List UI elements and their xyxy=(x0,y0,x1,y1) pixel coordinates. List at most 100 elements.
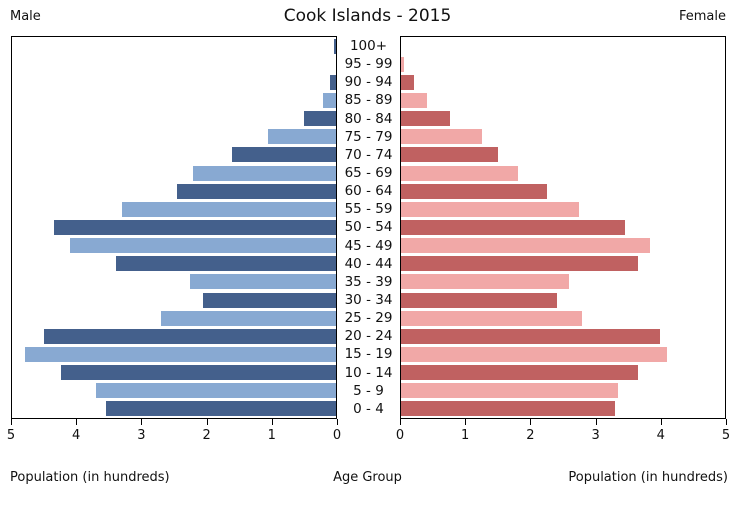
female-bar xyxy=(401,201,580,217)
age-group-label: 100+ xyxy=(349,38,388,54)
axis-tick-label: 2 xyxy=(526,428,535,443)
age-group-label: 10 - 14 xyxy=(344,364,393,381)
female-bar xyxy=(401,93,427,108)
male-bar xyxy=(115,256,336,272)
female-bar xyxy=(401,183,547,199)
male-bar xyxy=(323,93,336,108)
age-group-label: 5 - 9 xyxy=(353,382,384,399)
age-group-label: 15 - 19 xyxy=(344,346,393,363)
axis-tick-label: 0 xyxy=(332,428,342,443)
male-side-title: Male xyxy=(10,9,41,24)
age-group-label: 25 - 29 xyxy=(344,310,393,327)
female-bar xyxy=(401,365,638,381)
axis-tick xyxy=(76,419,78,425)
female-xaxis-label: Population (in hundreds) xyxy=(568,470,728,485)
female-bar xyxy=(401,310,583,326)
female-bar xyxy=(401,347,667,362)
axis-tick-label: 2 xyxy=(202,428,211,443)
axis-tick xyxy=(595,419,597,425)
male-bar xyxy=(122,201,336,217)
female-bar xyxy=(401,147,499,163)
female-bar xyxy=(401,56,405,72)
male-bar xyxy=(105,401,336,417)
male-bar xyxy=(177,183,336,199)
axis-tick-label: 3 xyxy=(137,428,146,443)
male-bar xyxy=(44,328,336,344)
age-group-label: 65 - 69 xyxy=(344,165,393,181)
axis-tick xyxy=(400,419,401,425)
chart-area: 100+ 95 - 99 90 - 94 85 - 89 80 - 84 75 - 79 7… xyxy=(11,36,726,419)
age-group-label: 50 - 54 xyxy=(344,219,393,236)
age-group-label: 85 - 89 xyxy=(344,92,393,109)
axis-tick xyxy=(271,419,273,425)
male-bar xyxy=(161,310,336,326)
female-x-axis: 0 1 2 3 4 5 xyxy=(396,419,730,449)
male-xaxis-label: Population (in hundreds) xyxy=(10,470,170,485)
female-bar xyxy=(401,274,570,290)
age-group-label: 30 - 34 xyxy=(344,292,393,308)
male-bar xyxy=(193,165,336,181)
axis-tick xyxy=(726,419,727,425)
female-side-title: Female xyxy=(678,9,726,24)
age-group-label: 0 - 4 xyxy=(353,400,384,417)
male-bar xyxy=(54,220,336,235)
male-bar xyxy=(303,111,336,127)
female-bar xyxy=(401,111,450,127)
axis-tick-label: 0 xyxy=(395,428,405,443)
x-axis-row: 5 4 3 2 1 0 0 1 2 3 4 5 xyxy=(7,419,730,449)
male-bar xyxy=(232,147,336,163)
male-bar xyxy=(190,274,336,290)
chart-title: Cook Islands - 2015 xyxy=(283,6,452,26)
female-bar xyxy=(401,74,414,90)
axis-tick xyxy=(141,419,143,425)
age-group-label: 75 - 79 xyxy=(344,128,393,145)
age-group-label: 95 - 99 xyxy=(344,56,393,73)
male-bar xyxy=(60,365,336,381)
male-panel xyxy=(11,36,337,419)
female-bar xyxy=(401,129,482,145)
male-bar xyxy=(96,383,336,399)
female-bar xyxy=(401,220,625,235)
axis-tick-label: 1 xyxy=(267,428,276,443)
male-bar xyxy=(329,74,336,90)
axis-tick-label: 3 xyxy=(591,428,600,443)
axis-tick xyxy=(206,419,208,425)
male-bar xyxy=(267,129,336,145)
age-group-label: 80 - 84 xyxy=(344,110,393,127)
age-group-label: 70 - 74 xyxy=(344,146,393,163)
axis-tick-label: 4 xyxy=(656,428,665,443)
axis-tick xyxy=(465,419,467,425)
female-panel xyxy=(400,36,726,419)
male-x-axis: 5 4 3 2 1 0 xyxy=(7,419,341,449)
age-group-label: 35 - 39 xyxy=(344,273,393,290)
female-bar xyxy=(401,292,557,308)
axis-tick xyxy=(11,419,12,425)
female-bar xyxy=(401,238,651,254)
age-group-axis-label: Age Group xyxy=(333,470,402,485)
axis-tick xyxy=(660,419,662,425)
female-bar xyxy=(401,383,619,399)
age-group-label: 45 - 49 xyxy=(344,237,393,254)
age-group-label: 40 - 44 xyxy=(344,255,393,272)
axis-tick xyxy=(530,419,532,425)
axis-tick-label: 4 xyxy=(72,428,81,443)
axis-tick-label: 5 xyxy=(6,428,16,443)
female-bar xyxy=(401,401,615,417)
axis-tick-label: 5 xyxy=(721,428,731,443)
male-bar xyxy=(70,238,336,254)
female-bar xyxy=(401,328,661,344)
axis-gap xyxy=(337,419,400,449)
age-group-label: 55 - 59 xyxy=(344,201,393,218)
female-bar xyxy=(401,256,638,272)
male-bar xyxy=(24,347,336,362)
male-bar xyxy=(334,38,336,54)
age-group-label: 90 - 94 xyxy=(344,74,393,91)
female-bar xyxy=(401,165,518,181)
age-group-label: 60 - 64 xyxy=(344,183,393,200)
male-bar xyxy=(203,292,336,308)
age-group-labels: 100+ 95 - 99 90 - 94 85 - 89 80 - 84 75 - 79 7… xyxy=(337,36,400,419)
age-group-label: 20 - 24 xyxy=(344,328,393,345)
axis-tick xyxy=(337,419,338,425)
axis-tick-label: 1 xyxy=(461,428,470,443)
